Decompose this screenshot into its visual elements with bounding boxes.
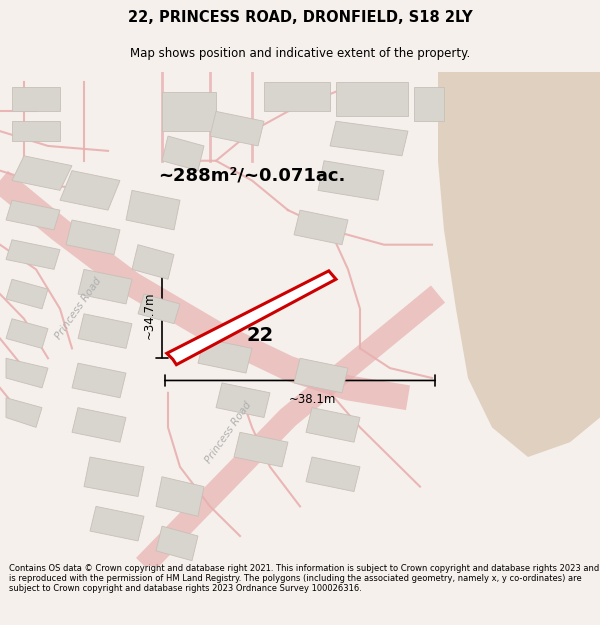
Polygon shape [156, 477, 204, 516]
Polygon shape [336, 82, 408, 116]
Polygon shape [330, 121, 408, 156]
Text: Princess Road: Princess Road [53, 276, 103, 341]
Polygon shape [66, 220, 120, 254]
Polygon shape [60, 171, 120, 210]
Polygon shape [12, 121, 60, 141]
Polygon shape [138, 294, 180, 324]
Polygon shape [6, 358, 48, 388]
Polygon shape [78, 314, 132, 348]
Polygon shape [72, 363, 126, 398]
Polygon shape [306, 457, 360, 491]
Polygon shape [216, 383, 270, 418]
Polygon shape [162, 92, 216, 131]
Polygon shape [210, 111, 264, 146]
Polygon shape [234, 432, 288, 467]
Polygon shape [6, 240, 60, 269]
Text: ~34.7m: ~34.7m [142, 291, 155, 339]
Polygon shape [84, 457, 144, 496]
Polygon shape [78, 269, 132, 304]
Polygon shape [12, 156, 72, 191]
Polygon shape [438, 72, 600, 457]
Polygon shape [6, 279, 48, 309]
Polygon shape [318, 161, 384, 200]
Text: Princess Road: Princess Road [203, 399, 253, 465]
Text: 22, PRINCESS ROAD, DRONFIELD, S18 2LY: 22, PRINCESS ROAD, DRONFIELD, S18 2LY [128, 11, 472, 26]
Polygon shape [6, 398, 42, 428]
Polygon shape [12, 87, 60, 111]
Polygon shape [294, 210, 348, 244]
Polygon shape [414, 87, 444, 121]
Polygon shape [167, 271, 336, 364]
Polygon shape [162, 136, 204, 171]
Text: ~288m²/~0.071ac.: ~288m²/~0.071ac. [158, 166, 346, 184]
Polygon shape [72, 408, 126, 442]
Polygon shape [132, 244, 174, 279]
Polygon shape [90, 506, 144, 541]
Text: Map shows position and indicative extent of the property.: Map shows position and indicative extent… [130, 48, 470, 61]
Polygon shape [156, 526, 198, 561]
Text: ~38.1m: ~38.1m [289, 392, 335, 406]
Polygon shape [306, 408, 360, 442]
Polygon shape [198, 339, 252, 373]
Polygon shape [294, 358, 348, 393]
Text: 22: 22 [247, 326, 274, 345]
Polygon shape [6, 200, 60, 230]
Text: Contains OS data © Crown copyright and database right 2021. This information is : Contains OS data © Crown copyright and d… [9, 564, 599, 594]
Polygon shape [6, 319, 48, 348]
Polygon shape [126, 191, 180, 230]
Polygon shape [264, 82, 330, 111]
